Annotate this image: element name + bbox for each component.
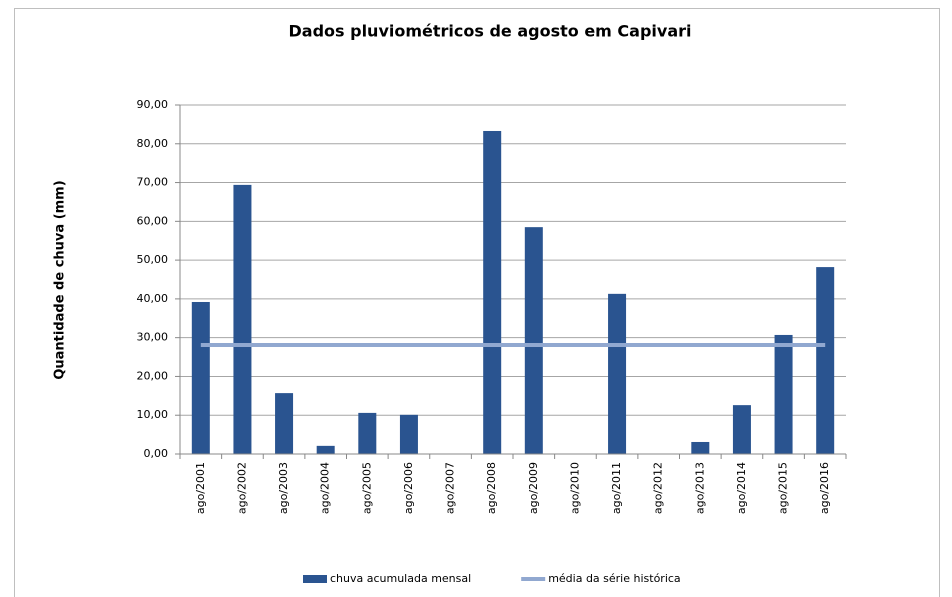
x-tick-label: ago/2014 (735, 462, 748, 514)
bar (275, 393, 294, 454)
bar (316, 445, 335, 454)
x-tick-label: ago/2005 (360, 462, 373, 514)
bar (816, 267, 835, 454)
bar (732, 405, 751, 454)
x-tick-label: ago/2004 (319, 462, 332, 514)
y-tick-label: 70,00 (137, 176, 169, 189)
legend-swatch (303, 575, 327, 583)
bar (358, 412, 377, 454)
x-tick-label: ago/2006 (402, 462, 415, 514)
bar (774, 334, 793, 454)
x-tick-label: ago/2016 (818, 462, 831, 514)
bar (233, 184, 252, 455)
x-tick-label: ago/2001 (194, 462, 207, 514)
legend-label: média da série histórica (548, 572, 681, 585)
bar (399, 414, 418, 454)
x-tick-label: ago/2003 (277, 462, 290, 514)
y-tick-label: 30,00 (137, 331, 169, 344)
y-tick-label: 20,00 (137, 369, 169, 382)
chart-title: Dados pluviométricos de agosto em Capiva… (289, 22, 692, 41)
x-tick-label: ago/2007 (444, 462, 457, 514)
y-tick-label: 10,00 (137, 408, 169, 421)
x-tick-label: ago/2013 (693, 462, 706, 514)
legend-label: chuva acumulada mensal (330, 572, 471, 585)
x-tick-label: ago/2009 (527, 462, 540, 514)
x-tick-label: ago/2015 (777, 462, 790, 514)
bar (483, 130, 502, 454)
y-tick-label: 60,00 (137, 214, 169, 227)
x-tick-label: ago/2011 (610, 462, 623, 514)
bar (608, 293, 627, 454)
y-tick-label: 80,00 (137, 137, 169, 150)
x-tick-label: ago/2008 (485, 462, 498, 514)
y-tick-label: 90,00 (137, 98, 169, 111)
y-tick-label: 40,00 (137, 292, 169, 305)
bar (691, 441, 710, 454)
y-tick-label: 0,00 (144, 447, 169, 460)
x-tick-label: ago/2012 (652, 462, 665, 514)
y-axis-title: Quantidade de chuva (mm) (53, 180, 68, 379)
bar (191, 301, 210, 454)
x-tick-label: ago/2010 (568, 462, 581, 514)
y-tick-label: 50,00 (137, 253, 169, 266)
bar (524, 227, 543, 454)
x-tick-label: ago/2002 (235, 462, 248, 514)
chart-frame (14, 8, 940, 597)
